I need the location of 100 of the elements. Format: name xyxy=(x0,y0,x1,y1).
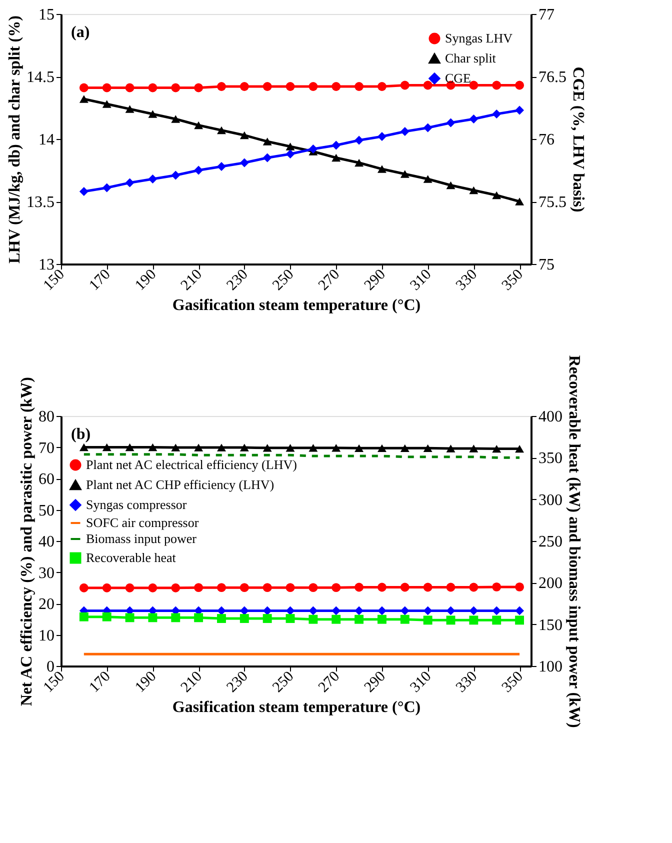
y-tick-label: 15 xyxy=(38,6,54,24)
point xyxy=(515,606,524,616)
point xyxy=(469,186,478,194)
point xyxy=(400,80,410,90)
x-tick-label: 190 xyxy=(132,266,160,294)
y2-tick-label: 350 xyxy=(538,450,562,468)
point xyxy=(102,583,112,592)
point xyxy=(194,121,204,130)
point xyxy=(102,443,112,452)
point xyxy=(286,583,295,592)
point xyxy=(194,166,204,175)
x-tick-label: 250 xyxy=(270,266,298,294)
legend-label: Syngas LHV xyxy=(445,30,514,46)
point xyxy=(492,191,502,200)
point xyxy=(446,582,456,592)
point xyxy=(262,153,272,162)
point xyxy=(354,444,364,452)
legend-label: Syngas compressor xyxy=(86,497,188,512)
point xyxy=(378,82,386,91)
point xyxy=(378,606,386,616)
x-tick-label: 170 xyxy=(86,668,114,696)
point xyxy=(332,140,341,150)
y2-tick-label: 76 xyxy=(538,132,554,148)
x-tick-label: 210 xyxy=(178,668,206,696)
y-tick-label: 30 xyxy=(38,564,54,582)
point xyxy=(332,154,341,162)
point xyxy=(262,583,272,592)
point xyxy=(423,444,432,452)
point xyxy=(515,106,524,115)
legend-label: Biomass input power xyxy=(86,531,198,546)
y-tick-label: 20 xyxy=(38,596,54,613)
point xyxy=(308,82,318,91)
y2-tick-label: 400 xyxy=(538,408,562,426)
point xyxy=(423,123,432,132)
point xyxy=(194,583,204,592)
point xyxy=(79,95,88,103)
x-tick-label: 350 xyxy=(499,266,526,294)
point xyxy=(171,83,180,92)
y2-tick-label: 250 xyxy=(538,534,562,550)
point xyxy=(217,162,226,171)
x-tick-label: 250 xyxy=(270,668,298,696)
y-tick-label: 40 xyxy=(38,534,54,550)
legend-label: SOFC air compressor xyxy=(86,515,200,530)
x-tick-label: 290 xyxy=(362,668,389,696)
y2-tick-label: 77 xyxy=(538,6,554,24)
point xyxy=(125,583,134,592)
y2-axis-title: CGE (%, LHV basis) xyxy=(570,66,586,212)
point xyxy=(148,110,158,118)
point xyxy=(515,444,524,453)
legend-label: Char split xyxy=(445,50,496,66)
point xyxy=(400,444,410,452)
point xyxy=(217,126,226,134)
point xyxy=(492,80,502,90)
point xyxy=(217,82,226,91)
x-tick-label: 230 xyxy=(224,266,252,294)
point xyxy=(262,444,272,452)
point xyxy=(354,82,364,91)
point xyxy=(492,582,502,592)
point xyxy=(171,115,180,123)
point xyxy=(354,582,364,592)
y-tick-label: 50 xyxy=(38,502,54,520)
y-axis-title: LHV (MJ/kg, db) and char split (%) xyxy=(6,16,24,264)
y-tick-label: 70 xyxy=(38,440,54,457)
y2-tick-label: 75 xyxy=(538,256,554,274)
point xyxy=(423,582,432,592)
point xyxy=(354,136,364,145)
point xyxy=(79,83,88,92)
point xyxy=(148,174,158,184)
x-tick-label: 330 xyxy=(453,668,481,696)
point xyxy=(492,110,502,118)
y-tick-label: 0 xyxy=(46,658,54,676)
point xyxy=(262,82,272,91)
y2-tick-label: 150 xyxy=(538,616,562,634)
legend-label: CGE xyxy=(445,70,472,86)
point xyxy=(171,170,180,180)
x-tick-label: 310 xyxy=(407,266,435,294)
point xyxy=(240,444,249,452)
point xyxy=(308,144,318,154)
x-axis-title: Gasification steam temperature (°C) xyxy=(172,297,421,314)
point xyxy=(148,583,158,592)
point xyxy=(217,444,226,452)
y-axis-title: Net AC efficiency (%) and parasitic power (kW) xyxy=(18,377,36,706)
y2-tick-label: 100 xyxy=(538,658,562,676)
point xyxy=(469,582,478,592)
y2-axis-title: Recoverable heat (kW) and biomass input power (kW) xyxy=(566,355,582,728)
point xyxy=(286,142,295,150)
point xyxy=(378,582,386,592)
point xyxy=(446,444,456,452)
point xyxy=(469,80,478,90)
y-tick-label: 80 xyxy=(38,408,54,426)
point xyxy=(515,80,524,90)
x-tick-label: 270 xyxy=(316,266,343,294)
point xyxy=(332,583,341,592)
point xyxy=(102,100,112,108)
point xyxy=(286,150,295,158)
point xyxy=(286,444,295,452)
point xyxy=(148,443,158,452)
point xyxy=(378,165,386,173)
point xyxy=(446,118,456,128)
legend-label: Plant net AC CHP efficiency (LHV) xyxy=(86,477,274,492)
